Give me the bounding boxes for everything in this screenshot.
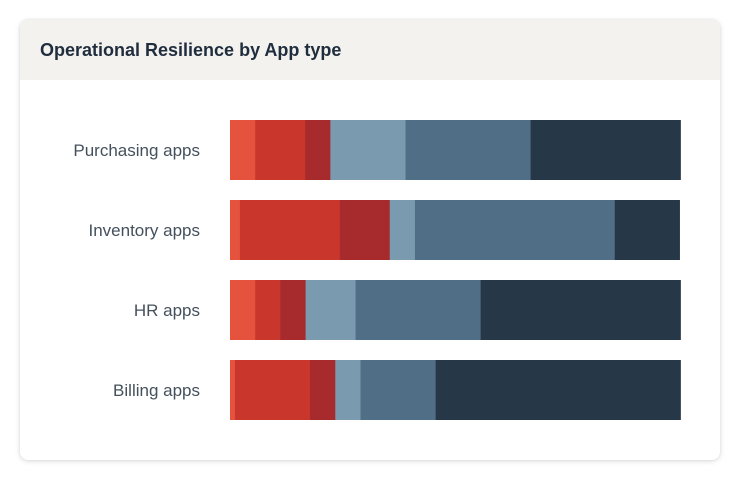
stacked-bar-chart: Purchasing apps Inventory apps HR apps Bill…	[73, 120, 681, 420]
chart-card: Operational Resilience by App type Purch…	[20, 20, 720, 460]
category-label: Inventory apps	[88, 221, 200, 240]
card-header: Operational Resilience by App type	[20, 20, 720, 80]
bar-segment-3	[339, 200, 391, 260]
bar-segment-4	[335, 360, 361, 420]
category-label: HR apps	[134, 301, 200, 320]
bar-segment-3	[280, 280, 306, 340]
bar-segment-2	[234, 360, 311, 420]
bar-segment-4	[305, 280, 356, 340]
bar-segment-3	[305, 120, 331, 180]
bar-segment-1	[230, 120, 256, 180]
bar-segment-2	[255, 280, 281, 340]
bar-segment-1	[230, 280, 256, 340]
bar-segment-1	[230, 200, 241, 260]
bar-segment-3	[310, 360, 336, 420]
bar-segment-5	[414, 200, 616, 260]
category-label: Purchasing apps	[73, 141, 200, 160]
chart-title: Operational Resilience by App type	[40, 39, 342, 60]
bar-segment-1	[230, 360, 236, 420]
bar-segment-6	[614, 200, 680, 260]
bar-segment-4	[330, 120, 406, 180]
bar-segment-5	[355, 280, 482, 340]
category-label: Billing apps	[113, 381, 200, 400]
bar-segment-5	[360, 360, 437, 420]
bar-segment-4	[389, 200, 416, 260]
bar-segment-2	[255, 120, 306, 180]
bar-segment-6	[530, 120, 681, 180]
bar-segment-2	[239, 200, 341, 260]
bar-segment-5	[405, 120, 531, 180]
bar-segment-6	[435, 360, 681, 420]
bar-segment-6	[480, 280, 681, 340]
